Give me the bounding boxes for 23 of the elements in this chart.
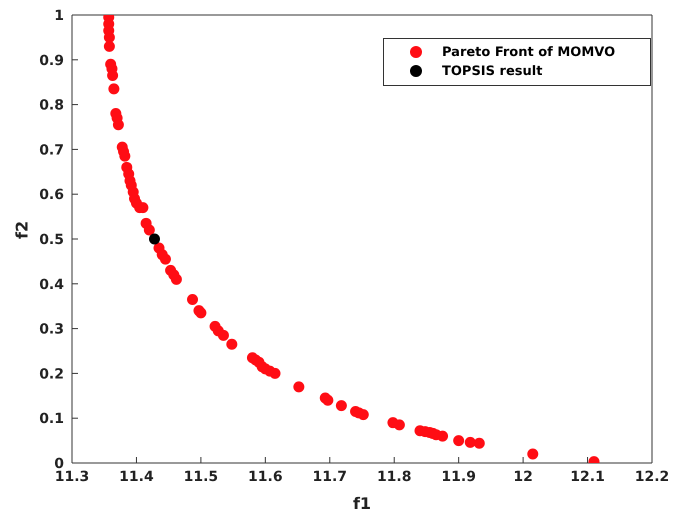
y-tick-label: 0.5: [39, 232, 64, 248]
y-tick-label: 0.7: [39, 142, 64, 158]
x-tick-label: 11.7: [312, 468, 348, 485]
x-tick-label: 11.5: [184, 468, 218, 485]
y-tick-label: 0.3: [39, 322, 64, 338]
x-tick-label: 11.6: [248, 468, 283, 485]
y-tick-label: 0.8: [39, 98, 64, 114]
y-tick-label: 0.1: [39, 411, 64, 428]
x-tick-label: 12: [513, 468, 533, 485]
y-tick-label: 1: [54, 8, 64, 24]
y-tick-label: 0.4: [39, 276, 64, 293]
y-tick-label: 0.9: [39, 52, 64, 69]
legend-label: TOPSIS result: [442, 64, 542, 79]
x-tick-label: 11.8: [376, 468, 412, 485]
y-tick-label: 0.6: [39, 187, 64, 204]
x-tick-label: 12.1: [570, 468, 605, 485]
legend-label: Pareto Front of MOMVO: [442, 45, 616, 60]
x-axis-title: f1: [352, 494, 372, 513]
y-tick-label: 0.2: [39, 366, 64, 382]
y-axis-title: f2: [12, 220, 32, 239]
x-tick-label: 11.4: [119, 468, 154, 485]
x-tick-label: 11.9: [441, 468, 476, 485]
x-tick-label: 12.2: [634, 468, 670, 485]
